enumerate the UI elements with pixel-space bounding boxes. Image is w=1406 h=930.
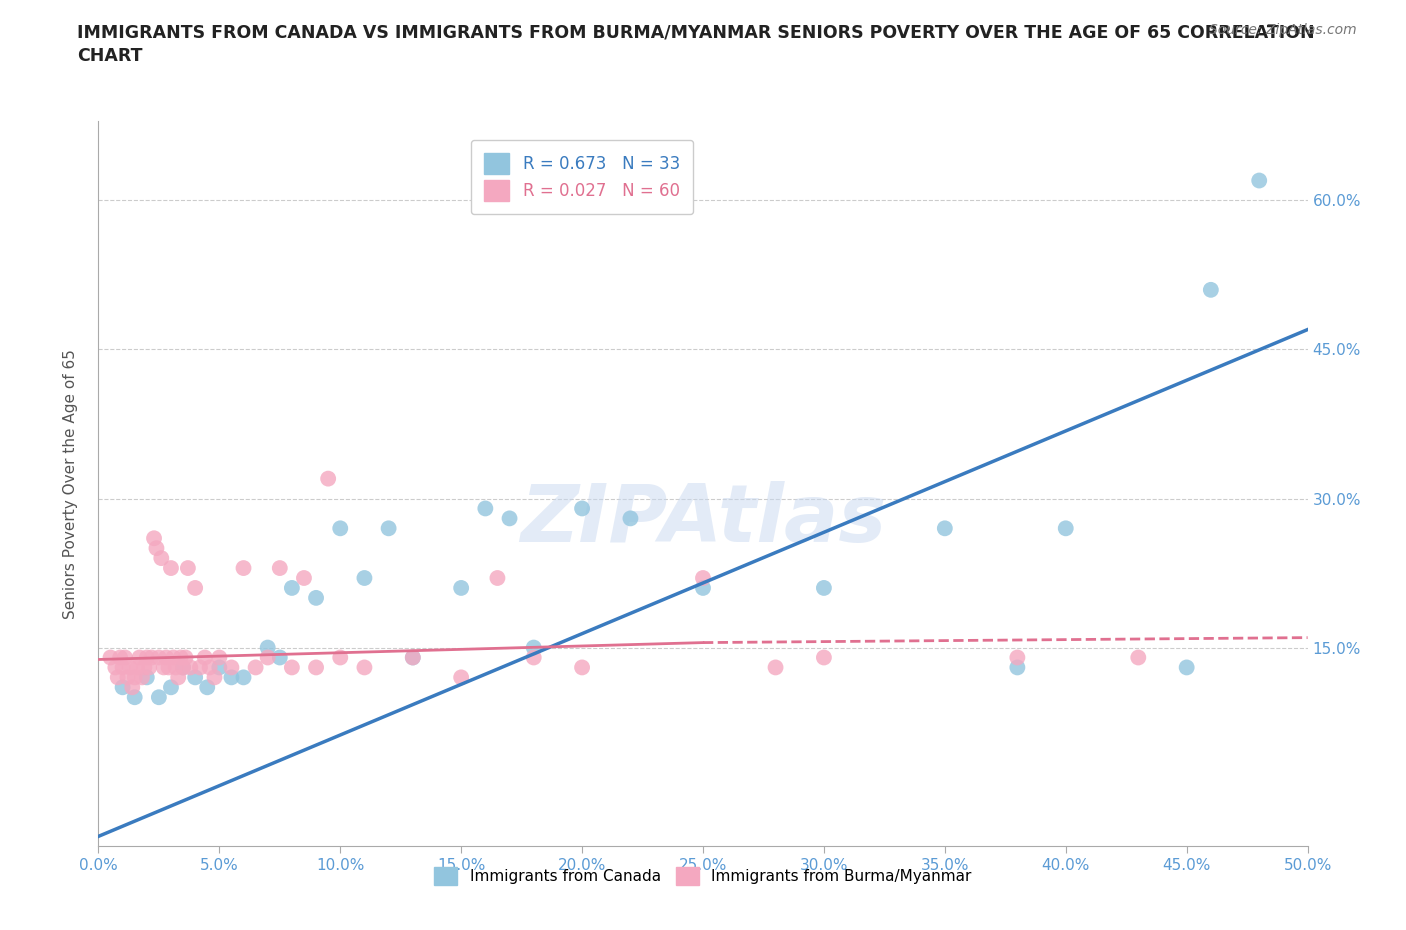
Point	[934, 521, 956, 536]
Point	[221, 660, 243, 675]
Point	[165, 660, 187, 675]
Point	[150, 551, 173, 565]
Text: ZIPAtlas: ZIPAtlas	[520, 481, 886, 559]
Point	[100, 650, 122, 665]
Y-axis label: Seniors Poverty Over the Age of 65: Seniors Poverty Over the Age of 65	[63, 349, 77, 618]
Point	[208, 660, 231, 675]
Point	[160, 680, 183, 695]
Point	[486, 571, 509, 586]
Point	[692, 580, 714, 595]
Point	[128, 650, 150, 665]
Point	[281, 580, 304, 595]
Point	[1199, 283, 1222, 298]
Point	[169, 650, 191, 665]
Point	[204, 670, 226, 684]
Point	[232, 670, 254, 684]
Point	[107, 670, 129, 684]
Point	[1007, 660, 1029, 675]
Point	[245, 660, 267, 675]
Point	[450, 580, 472, 595]
Point	[765, 660, 787, 675]
Point	[221, 670, 243, 684]
Point	[474, 501, 496, 516]
Point	[256, 640, 278, 655]
Point	[138, 660, 160, 675]
Point	[184, 670, 207, 684]
Point	[127, 660, 149, 675]
Point	[1175, 660, 1198, 675]
Point	[305, 591, 328, 605]
Point	[118, 660, 141, 675]
Point	[281, 660, 304, 675]
Point	[143, 531, 166, 546]
Point	[329, 521, 352, 536]
Point	[177, 561, 200, 576]
Point	[188, 660, 211, 675]
Point	[152, 660, 174, 675]
Point	[813, 650, 835, 665]
Point	[111, 680, 134, 695]
Point	[198, 660, 221, 675]
Point	[329, 650, 352, 665]
Point	[141, 650, 163, 665]
Point	[134, 660, 156, 675]
Point	[117, 670, 139, 684]
Text: Source: ZipAtlas.com: Source: ZipAtlas.com	[1209, 23, 1357, 37]
Point	[172, 660, 194, 675]
Point	[160, 561, 183, 576]
Point	[124, 690, 146, 705]
Point	[108, 650, 131, 665]
Point	[174, 650, 197, 665]
Point	[194, 650, 217, 665]
Point	[124, 670, 146, 684]
Point	[232, 561, 254, 576]
Point	[131, 670, 153, 684]
Point	[104, 660, 127, 675]
Point	[813, 580, 835, 595]
Point	[353, 571, 375, 586]
Point	[353, 660, 375, 675]
Point	[135, 650, 157, 665]
Point	[256, 650, 278, 665]
Point	[135, 670, 157, 684]
Point	[523, 650, 546, 665]
Point	[1054, 521, 1077, 536]
Point	[184, 580, 207, 595]
Point	[208, 650, 231, 665]
Point	[523, 640, 546, 655]
Point	[155, 650, 177, 665]
Point	[619, 511, 641, 525]
Point	[148, 650, 170, 665]
Point	[316, 472, 339, 486]
Point	[450, 670, 472, 684]
Point	[167, 670, 190, 684]
Point	[571, 660, 593, 675]
Point	[1007, 650, 1029, 665]
Point	[111, 660, 134, 675]
Point	[402, 650, 425, 665]
Point	[305, 660, 328, 675]
Text: IMMIGRANTS FROM CANADA VS IMMIGRANTS FROM BURMA/MYANMAR SENIORS POVERTY OVER THE: IMMIGRANTS FROM CANADA VS IMMIGRANTS FRO…	[77, 23, 1315, 65]
Point	[1249, 173, 1271, 188]
Point	[269, 561, 291, 576]
Point	[692, 571, 714, 586]
Point	[402, 650, 425, 665]
Point	[498, 511, 520, 525]
Point	[292, 571, 315, 586]
Legend: Immigrants from Canada, Immigrants from Burma/Myanmar: Immigrants from Canada, Immigrants from …	[427, 859, 979, 893]
Point	[162, 650, 184, 665]
Point	[172, 660, 194, 675]
Point	[269, 650, 291, 665]
Point	[179, 660, 201, 675]
Point	[157, 660, 180, 675]
Point	[121, 680, 143, 695]
Point	[377, 521, 399, 536]
Point	[1128, 650, 1150, 665]
Point	[571, 501, 593, 516]
Point	[148, 690, 170, 705]
Point	[195, 680, 218, 695]
Point	[145, 540, 167, 555]
Point	[114, 650, 136, 665]
